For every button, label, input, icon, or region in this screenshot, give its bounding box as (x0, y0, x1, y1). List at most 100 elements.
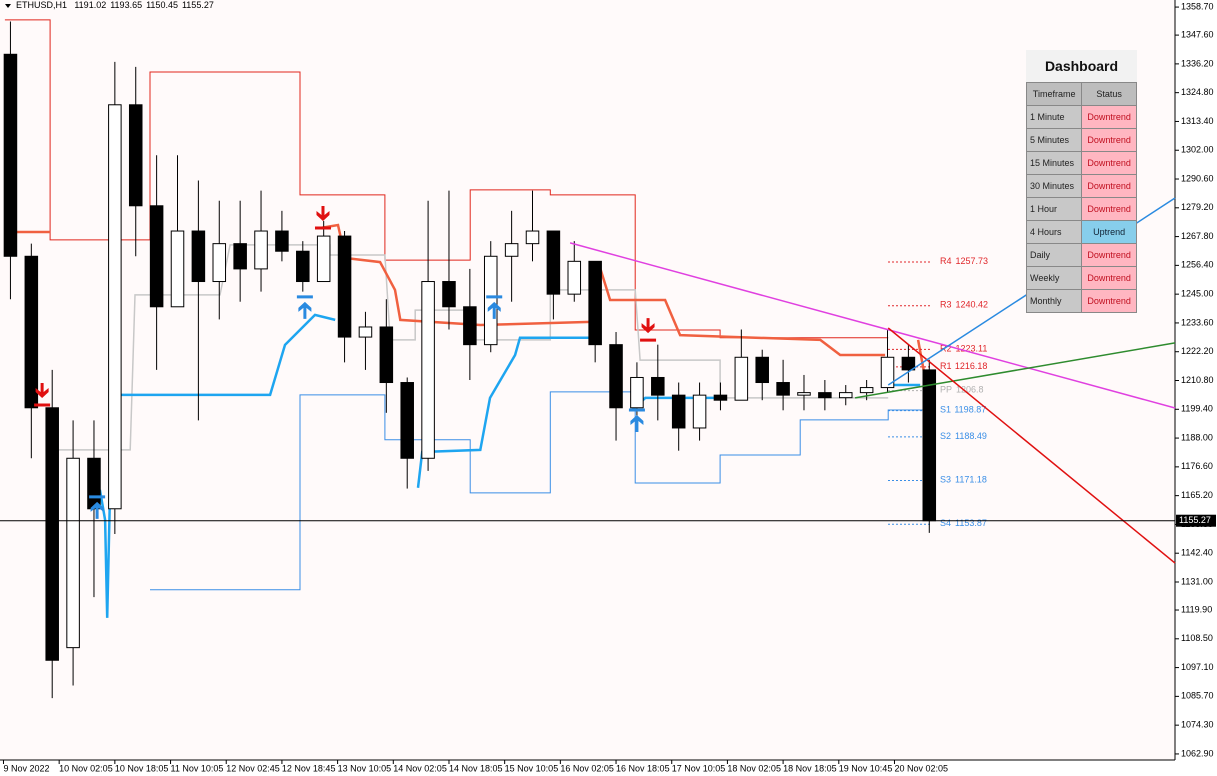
y-tick-label: 1256.40 (1181, 260, 1214, 270)
sell-signal (640, 318, 657, 342)
timeframe-cell: Weekly (1025, 266, 1083, 290)
x-tick-label: 18 Nov 18:05 (783, 763, 837, 773)
pivot-label-part: S4 (940, 519, 951, 529)
dashboard-row: Monthly Downtrend (1025, 289, 1137, 313)
dashboard-row: 4 Hours Uptrend (1025, 220, 1137, 244)
sell-signal (314, 206, 331, 230)
y-tick-label: 1176.60 (1181, 461, 1213, 471)
y-tick-label: 1245.00 (1181, 289, 1214, 299)
indicator-line (150, 391, 931, 591)
status-cell: Downtrend (1081, 174, 1137, 198)
dashboard-row: Weekly Downtrend (1025, 266, 1137, 290)
dashboard-row: 5 Minutes Downtrend (1025, 128, 1137, 152)
status-cell: Downtrend (1081, 243, 1137, 267)
candle-body (734, 356, 749, 401)
y-tick-label: 1302.00 (1181, 145, 1214, 155)
pivot-label-part: 1171.18 (955, 475, 987, 485)
pivot-label: S2 1188.49 (940, 431, 987, 441)
y-tick-label: 1165.20 (1181, 490, 1213, 500)
status-cell: Downtrend (1081, 266, 1137, 290)
y-tick-label: 1188.00 (1181, 432, 1213, 442)
symbol-menu-icon[interactable] (5, 4, 11, 8)
trendline (854, 342, 1176, 399)
status-cell: Downtrend (1081, 289, 1137, 313)
buy-signal (486, 295, 503, 319)
candle-body (483, 255, 498, 346)
candle-body (212, 243, 227, 283)
header-cell: Timeframe (1025, 82, 1083, 106)
status-cell: Downtrend (1081, 197, 1137, 221)
x-tick-label: 20 Nov 02:05 (894, 763, 948, 773)
candle-body (859, 387, 874, 394)
x-tick-label: 10 Nov 02:05 (59, 763, 113, 773)
x-tick-label: 9 Nov 2022 (3, 763, 49, 773)
y-tick-label: 1210.80 (1181, 375, 1214, 385)
candle-body (651, 376, 665, 396)
dashboard-header: Timeframe Status (1025, 82, 1137, 106)
trendline (569, 242, 1176, 409)
pivot-label-part: R4 (940, 256, 952, 266)
candle-body (609, 344, 623, 409)
y-tick-label: 1267.80 (1181, 231, 1214, 241)
candle-body (776, 382, 790, 396)
candle-body (525, 230, 540, 245)
candle-body (755, 356, 769, 384)
header-text: ETHUSD,H1 (16, 0, 67, 10)
chart-layer: R4 1257.73 R3 1240.42 R2 1223.11 R1 1216.18 PP 12… (3, 19, 1176, 699)
candle-body (24, 255, 39, 409)
y-tick-label: 1336.20 (1181, 58, 1214, 68)
time-axis-background (0, 760, 1175, 776)
y-tick-label: 1074.30 (1181, 720, 1214, 730)
candle-body (358, 326, 373, 338)
buy-signal (628, 408, 645, 433)
current-price-label: 1155.27 (1179, 515, 1211, 525)
y-tick-label: 1062.90 (1181, 748, 1214, 758)
header-text: 1191.02 (74, 0, 106, 10)
pivot-label-part: 1153.87 (955, 519, 987, 529)
timeframe-cell: 30 Minutes (1025, 174, 1083, 198)
x-tick-label: 12 Nov 18:45 (282, 763, 336, 773)
pivot-label-part: 1206.8 (956, 385, 984, 395)
timeframe-cell: Daily (1025, 243, 1083, 267)
candle-body (337, 235, 352, 338)
pivot-label-part: S3 (940, 475, 951, 485)
symbol-header: ETHUSD,H1 1191.02 1193.65 1150.45 1155.27 (16, 0, 214, 10)
x-tick-label: 12 Nov 02:45 (226, 763, 280, 773)
x-tick-label: 19 Nov 10:45 (839, 763, 893, 773)
pivot-label: R4 1257.73 (940, 256, 988, 266)
candle-body (149, 205, 164, 308)
candle-body (692, 394, 707, 429)
candle-body (191, 230, 206, 283)
y-tick-label: 1313.40 (1181, 116, 1214, 126)
candle-body (588, 260, 602, 346)
pivot-label: S4 1153.87 (940, 519, 987, 529)
pivot-label-part: R2 (940, 344, 952, 354)
dashboard-row: Daily Downtrend (1025, 243, 1137, 267)
candle-body (630, 376, 644, 409)
pivot-label: S3 1171.18 (940, 475, 987, 485)
pivot-label-part: 1198.87 (954, 405, 986, 415)
candle-body (108, 104, 122, 510)
candle-body (128, 104, 143, 207)
x-tick-label: 13 Nov 10:05 (338, 763, 392, 773)
candle-body (379, 326, 394, 384)
candle-body (275, 230, 289, 252)
sell-signal (34, 382, 51, 407)
y-tick-label: 1097.10 (1181, 662, 1214, 672)
buy-signal (89, 495, 106, 519)
plot-background (0, 0, 1175, 760)
candle-body (818, 392, 832, 399)
candle-body (254, 230, 268, 270)
candle-body (567, 260, 582, 295)
current-price-box (1176, 514, 1216, 527)
status-cell: Downtrend (1081, 151, 1137, 175)
x-tick-label: 16 Nov 02:05 (560, 763, 614, 773)
candle-body (880, 356, 895, 389)
x-tick-label: 15 Nov 10:05 (505, 763, 559, 773)
pivot-label: R2 1223.11 (940, 344, 987, 354)
x-tick-label: 17 Nov 10:05 (672, 763, 726, 773)
y-tick-label: 1233.60 (1181, 317, 1214, 327)
pivot-label-part: S1 (940, 405, 951, 415)
y-tick-label: 1222.20 (1181, 346, 1214, 356)
